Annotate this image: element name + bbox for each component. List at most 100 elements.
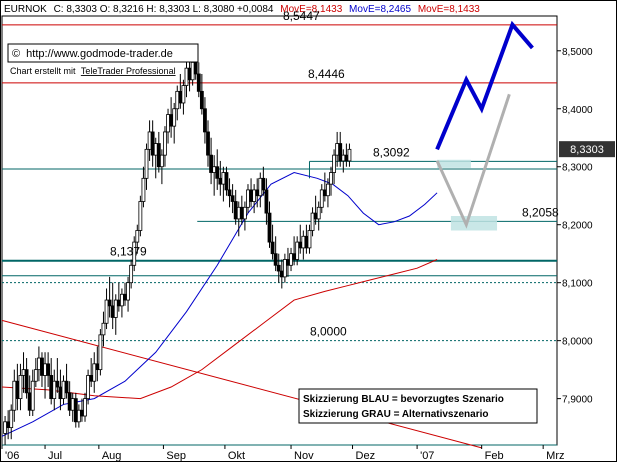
candle-body [76, 409, 81, 423]
candle-body [264, 189, 269, 214]
candle-body [92, 363, 97, 382]
candle-body [175, 90, 180, 110]
candle-body [6, 421, 11, 429]
candle-body [21, 369, 26, 376]
candle-body [58, 386, 63, 400]
candle-body [24, 369, 29, 394]
header-ma2: MovE=8,2465 [349, 4, 411, 15]
candle-body [98, 334, 103, 371]
x-tick-label: Mrz [546, 450, 564, 462]
x-tick-label: Nov [294, 450, 314, 462]
candle-body [267, 212, 272, 243]
candle-body [332, 154, 336, 173]
candle-body [295, 241, 300, 260]
candle-body [319, 189, 324, 208]
candle-body [12, 380, 17, 411]
candle-body [55, 380, 60, 388]
candle-body [147, 131, 152, 150]
candle-body [338, 143, 343, 162]
y-tick-label: 8,3000 [562, 163, 593, 174]
candle-body [282, 259, 287, 278]
legend-gray: Skizzierung GRAU = Alternativszenario [303, 409, 489, 420]
candle-body [258, 177, 263, 197]
candle-body [322, 189, 327, 197]
y-tick-label: 8,0000 [562, 337, 593, 348]
scenario-blue-path [435, 20, 534, 151]
candle-body [123, 293, 127, 301]
candle-body [40, 357, 44, 376]
candle-body [289, 253, 293, 266]
candle-body [326, 183, 330, 197]
y-tick-label: 8,1000 [562, 279, 593, 290]
candle-body [120, 293, 124, 307]
candle-body [347, 148, 352, 162]
candle-body [36, 357, 41, 371]
candle-body [184, 67, 189, 86]
level-label: 8,2058 [522, 205, 559, 219]
scenario-gray-path [435, 93, 511, 229]
candle-body [341, 154, 346, 162]
candle-body [33, 369, 38, 382]
header-ma3: MovE=8,1433 [418, 4, 480, 15]
candle-body [246, 189, 250, 208]
header-quote: C: 8,3303 O: 8,3216 H: 8,3303 L: 8,3080 … [54, 4, 274, 15]
y-axis: 7,9000 8,0000 8,1000 8,2000 8,3000 8,4000 8,50… [557, 47, 593, 406]
candle-body [132, 241, 137, 266]
level-label: 8,0000 [310, 325, 347, 339]
candle-body [101, 322, 106, 336]
candle-body [18, 375, 23, 400]
level-label: 8,1379 [110, 245, 147, 259]
header-quote-line: EURNOK C: 8,3303 O: 8,3216 H: 8,3303 L: … [4, 4, 480, 15]
candle-body [67, 392, 72, 411]
created-by-software: TeleTrader Professional [81, 66, 176, 76]
candle-body [206, 131, 210, 156]
candle-body [255, 189, 260, 197]
candle-body [64, 380, 69, 394]
candle-body [104, 299, 109, 324]
candle-body [199, 90, 204, 110]
level-label: 8,3092 [373, 145, 410, 159]
x-tick-label: '07 [420, 450, 434, 462]
candle-body [126, 282, 130, 301]
header-symbol: EURNOK [4, 4, 47, 15]
candle-body [178, 90, 183, 104]
candle-body [298, 241, 303, 249]
candle-body [230, 195, 235, 202]
candle-body [15, 380, 20, 400]
candle-body [113, 299, 118, 318]
candle-body [276, 264, 281, 272]
candle-body [316, 206, 321, 220]
level-label: 8,5447 [283, 9, 320, 23]
candle-body [9, 409, 14, 429]
last-price-label: 8,3303 [570, 144, 604, 156]
candle-body [215, 166, 220, 179]
candle-body [236, 206, 241, 220]
candle-body [153, 143, 158, 156]
last-price-badge-bg [559, 141, 615, 158]
candle-body [46, 363, 51, 376]
candle-body [190, 61, 195, 81]
candle-body [129, 264, 134, 284]
y-tick-label: 8,5000 [562, 47, 593, 58]
candle-body [212, 166, 217, 173]
x-tick-label: Feb [485, 450, 504, 462]
candle-body [218, 177, 223, 185]
candle-body [279, 270, 284, 278]
candle-body [80, 409, 84, 417]
candle-body [150, 131, 155, 156]
y-tick-label: 8,4000 [562, 105, 593, 116]
candle-body [344, 154, 349, 162]
legend-blue: Skizzierung BLAU = bevorzugtes Szenario [303, 394, 504, 405]
candle-body [156, 143, 161, 168]
candle-body [243, 206, 247, 220]
candle-body [49, 375, 54, 400]
candle-body [286, 259, 290, 266]
candle-body [135, 230, 140, 243]
target-zone [450, 216, 498, 231]
copyright-box: © http://www.godmode-trader.de Chart ers… [7, 43, 199, 76]
candle-body [249, 189, 253, 202]
candles-layer [3, 50, 352, 445]
candle-body [301, 235, 306, 249]
candle-body [224, 172, 229, 191]
candle-body [329, 172, 333, 185]
